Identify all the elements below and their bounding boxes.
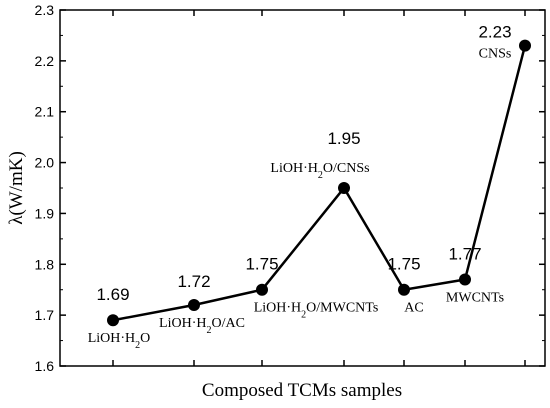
category-label: LiOH·H2O/AC — [159, 316, 245, 336]
data-labels: 1.69 1.72 1.75 1.95 1.75 1.77 2.23 — [96, 23, 511, 305]
y-tick-label: 1.7 — [35, 307, 55, 323]
y-tick-label: 2.0 — [35, 155, 55, 171]
category-label: LiOH·H2O/MWCNTs — [254, 301, 379, 321]
data-label: 1.75 — [245, 255, 278, 274]
data-label: 1.72 — [177, 272, 210, 291]
y-tick-label: 2.2 — [35, 53, 55, 69]
category-label: LiOH·H2O — [88, 331, 151, 351]
data-point — [256, 283, 268, 296]
data-points — [107, 39, 531, 327]
category-label: CNSs — [479, 47, 512, 62]
category-labels: LiOH·H2O LiOH·H2O/AC LiOH·H2O/MWCNTs LiOH·H… — [88, 47, 512, 351]
y-axis-title: λ(W/mK) — [6, 151, 27, 225]
y-tick-label: 2.1 — [35, 104, 55, 120]
category-label: AC — [404, 301, 423, 316]
data-point — [398, 283, 410, 296]
x-axis-ticks — [112, 10, 526, 366]
data-label: 1.69 — [96, 285, 129, 304]
data-point — [338, 182, 350, 194]
y-tick-label: 1.9 — [35, 205, 55, 221]
data-label: 1.75 — [387, 255, 420, 274]
data-label: 1.95 — [327, 129, 360, 148]
x-axis-title: Composed TCMs samples — [202, 380, 402, 401]
category-label: LiOH·H2O/CNSs — [270, 161, 369, 181]
category-label: MWCNTs — [446, 291, 504, 306]
data-label: 1.77 — [448, 245, 481, 264]
data-point — [107, 314, 119, 327]
data-point — [519, 39, 531, 52]
y-tick-label: 1.6 — [35, 358, 55, 374]
y-tick-label: 2.3 — [35, 2, 55, 18]
data-point — [459, 273, 471, 286]
y-tick-label: 1.8 — [35, 256, 55, 272]
data-label: 2.23 — [478, 23, 511, 42]
data-point — [188, 298, 200, 311]
y-axis-ticks: 1.6 1.7 1.8 1.9 2.0 2.1 2.2 2.3 — [35, 2, 545, 374]
